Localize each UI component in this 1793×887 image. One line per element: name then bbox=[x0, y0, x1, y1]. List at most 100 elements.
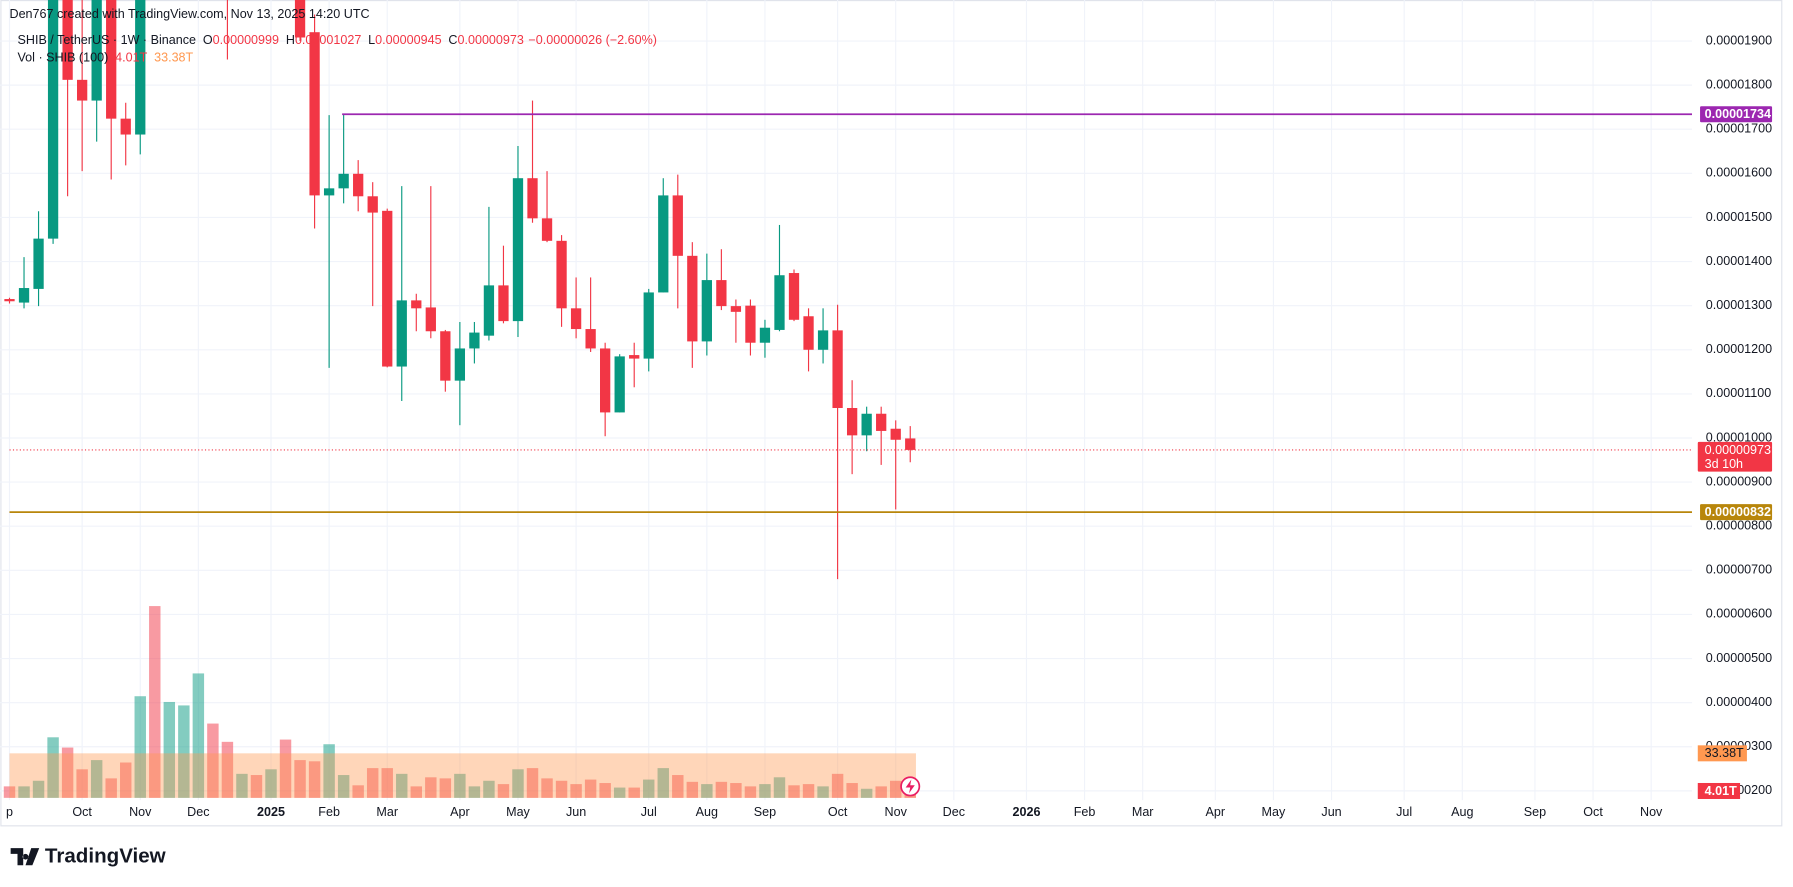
candle-body bbox=[541, 218, 553, 241]
level-label-box bbox=[1700, 106, 1773, 123]
candle-body bbox=[469, 332, 480, 349]
candle-body bbox=[774, 275, 785, 330]
y-tick-label: 0.00001900 bbox=[1706, 33, 1772, 47]
volume-bar bbox=[599, 783, 611, 798]
attribution: Den767 created with TradingView.com, Nov… bbox=[9, 7, 369, 21]
volume-bar bbox=[454, 773, 466, 798]
header: Den767 created with TradingView.com, Nov… bbox=[9, 7, 656, 64]
icon bbox=[900, 776, 921, 797]
volume-last-label: 4.01T bbox=[1705, 784, 1737, 798]
candle-body bbox=[76, 79, 88, 101]
y-tick-label: 0.00000500 bbox=[1706, 651, 1772, 665]
volume-bar bbox=[497, 784, 510, 798]
x-tick-label: Dec bbox=[187, 805, 209, 819]
x-tick-label: Nov bbox=[129, 805, 152, 819]
volume-legend-row: Vol · SHIB (100) 4.01T 33.38T bbox=[18, 51, 194, 65]
x-tick-label: Oct bbox=[828, 805, 848, 819]
y-tick-label: 0.00001500 bbox=[1706, 210, 1772, 224]
volume-bar bbox=[468, 786, 481, 798]
volume-bar bbox=[32, 780, 45, 798]
ohlc-value: 0.00000999 bbox=[213, 33, 279, 47]
candle-body bbox=[353, 173, 364, 197]
plot-area bbox=[3, 0, 1693, 798]
logo-text: TradingView bbox=[45, 845, 167, 868]
volume-bar bbox=[76, 769, 88, 798]
level-label-box bbox=[1700, 504, 1773, 521]
volume-bar bbox=[250, 775, 263, 798]
volume-bar bbox=[802, 784, 815, 798]
candle-body bbox=[527, 178, 538, 219]
volume-bar bbox=[584, 779, 597, 798]
ohlc-key: L bbox=[368, 33, 375, 47]
candle-body bbox=[498, 285, 509, 322]
candle-body bbox=[294, 0, 306, 38]
candle-body bbox=[120, 118, 131, 135]
change: −0.00000026 (−2.60%) bbox=[528, 33, 657, 47]
volume-bar bbox=[439, 778, 452, 798]
ohlc-key: O bbox=[203, 33, 213, 47]
volume-bar bbox=[3, 786, 16, 798]
x-tick-label: Oct bbox=[72, 805, 92, 819]
candle-body bbox=[411, 300, 422, 309]
x-tick-label: Jun bbox=[1321, 805, 1341, 819]
candle-body bbox=[454, 348, 466, 381]
candle-body bbox=[846, 408, 858, 436]
volume-bar bbox=[396, 773, 408, 798]
volume-bar bbox=[236, 773, 248, 798]
volume-bar bbox=[526, 768, 539, 798]
level-label: 0.00000832 bbox=[1705, 505, 1771, 519]
candle-body bbox=[106, 0, 117, 119]
volume-bar bbox=[701, 784, 713, 798]
volume-bar bbox=[759, 784, 771, 798]
candle-body bbox=[716, 280, 727, 307]
y-tick-label: 0.00001100 bbox=[1706, 386, 1771, 400]
volume-bar bbox=[613, 787, 626, 798]
volume-bar bbox=[817, 786, 829, 798]
volume-last-box bbox=[1697, 782, 1741, 799]
candle-body bbox=[730, 306, 742, 312]
candle-body bbox=[876, 413, 887, 431]
x-tick-label: Sep bbox=[754, 805, 776, 819]
candle-body bbox=[323, 188, 335, 196]
symbol: SHIB / TetherUS · 1W · Binance bbox=[18, 33, 197, 47]
x-tick-label: 2026 bbox=[1012, 805, 1040, 819]
axes: 0.00001900 0.00001800 0.00001700 0.00001600… bbox=[6, 33, 1772, 819]
y-tick-label: 0.00001600 bbox=[1706, 166, 1772, 180]
candle-body bbox=[759, 327, 771, 343]
candle-body bbox=[33, 238, 44, 289]
volume-bar bbox=[672, 775, 684, 798]
y-tick-label: 0.00001400 bbox=[1706, 254, 1772, 268]
legend-row: SHIB / TetherUS · 1W · Binance O0.0000099… bbox=[18, 33, 657, 47]
x-tick-label: Mar bbox=[1132, 805, 1154, 819]
volume-bar bbox=[352, 785, 364, 798]
volume-ma-box bbox=[1697, 745, 1747, 762]
volume-bar bbox=[889, 780, 902, 798]
x-tick-label: Dec bbox=[943, 805, 965, 819]
volume-bar bbox=[846, 783, 858, 798]
candle-body bbox=[91, 0, 102, 101]
volume-bar bbox=[512, 769, 524, 798]
volume-bar bbox=[541, 778, 553, 798]
volume-bar bbox=[643, 779, 655, 798]
x-tick-label: p bbox=[6, 805, 13, 819]
candle-body bbox=[687, 255, 698, 342]
ohlc-value: 0.00001027 bbox=[295, 33, 361, 47]
volume-bar bbox=[61, 747, 74, 798]
x-tick-label: Mar bbox=[376, 805, 398, 819]
volume-bar bbox=[686, 781, 699, 798]
x-tick-label: Apr bbox=[1206, 805, 1226, 819]
chart-frame bbox=[0, 0, 1783, 827]
volume-bar bbox=[308, 761, 321, 798]
volume-bar bbox=[265, 769, 277, 798]
volume-bar bbox=[860, 788, 873, 798]
last-price-box bbox=[1697, 441, 1773, 472]
candle-body bbox=[18, 288, 30, 303]
x-tick-label: Jul bbox=[641, 805, 657, 819]
volume-bar bbox=[628, 787, 640, 798]
candle-body bbox=[338, 173, 349, 189]
x-tick-label: Oct bbox=[1583, 805, 1603, 819]
volume-bar bbox=[831, 773, 844, 798]
grid bbox=[0, 0, 1693, 801]
y-tick-label: 0.00000600 bbox=[1706, 607, 1772, 621]
candle-body bbox=[135, 0, 146, 135]
